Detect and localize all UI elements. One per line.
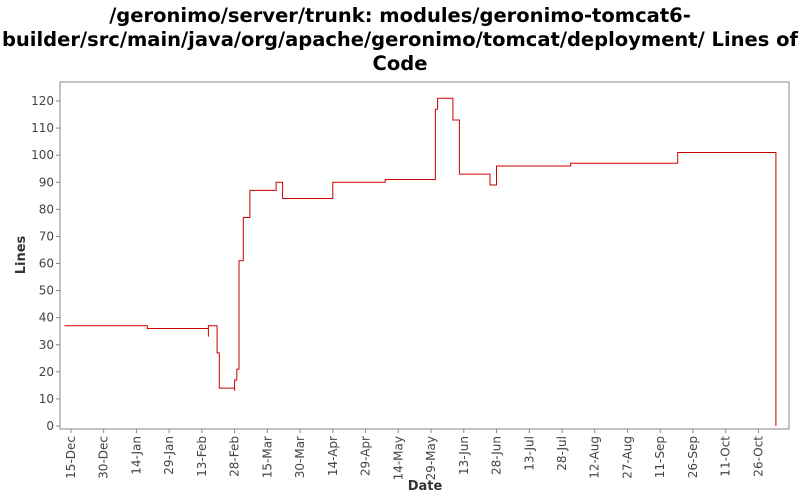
x-tick-label: 28-Feb — [228, 436, 242, 477]
x-tick-label: 14-Apr — [326, 436, 340, 476]
x-tick-label: 12-Aug — [588, 436, 602, 479]
x-tick-label: 13-Jun — [457, 436, 471, 475]
y-tick-label: 50 — [39, 284, 54, 298]
x-tick-label: 26-Sep — [686, 436, 700, 478]
chart-title: /geronimo/server/trunk: modules/geronimo… — [1, 4, 799, 75]
x-tick-label: 26-Oct — [751, 436, 765, 477]
plot-area — [59, 81, 790, 430]
y-tick-label: 20 — [39, 365, 54, 379]
x-tick-label: 28-Jul — [555, 436, 569, 471]
series-line — [64, 97, 777, 426]
x-tick-label: 30-Dec — [97, 436, 111, 479]
y-axis: 0 10 20 30 40 50 60 70 80 90 100 110 120 — [31, 94, 60, 433]
x-axis-title: Date — [408, 479, 443, 494]
x-tick-label: 28-Jun — [490, 436, 504, 475]
x-tick-label: 29-Jan — [162, 436, 176, 475]
y-tick-label: 10 — [39, 392, 54, 406]
x-tick-label: 27-Aug — [620, 436, 634, 479]
y-axis-title: Lines — [14, 235, 29, 274]
y-tick-label: 60 — [39, 257, 54, 271]
x-tick-label: 29-Apr — [359, 436, 373, 476]
x-tick-label: 15-Mar — [260, 436, 274, 478]
x-tick-label: 13-Feb — [195, 436, 209, 477]
y-tick-label: 80 — [39, 202, 54, 216]
x-axis: 15-Dec 30-Dec 14-Jan 29-Jan 13-Feb 28-Feb 15-M… — [64, 429, 765, 480]
y-tick-label: 70 — [39, 229, 54, 243]
y-tick-label: 0 — [46, 419, 54, 433]
y-tick-label: 40 — [39, 311, 54, 325]
x-tick-label: 11-Oct — [719, 436, 733, 477]
x-tick-label: 15-Dec — [64, 436, 78, 479]
y-tick-label: 100 — [31, 148, 54, 162]
x-tick-label: 29-May — [424, 436, 438, 480]
x-tick-label: 14-May — [391, 436, 405, 480]
y-tick-label: 90 — [39, 175, 54, 189]
y-tick-label: 30 — [39, 338, 54, 352]
x-tick-label: 14-Jan — [129, 436, 143, 475]
y-tick-label: 120 — [31, 94, 54, 108]
x-tick-label: 11-Sep — [653, 436, 667, 478]
y-tick-label: 110 — [31, 121, 54, 135]
x-tick-label: 30-Mar — [293, 436, 307, 478]
x-tick-label: 13-Jul — [522, 436, 536, 471]
